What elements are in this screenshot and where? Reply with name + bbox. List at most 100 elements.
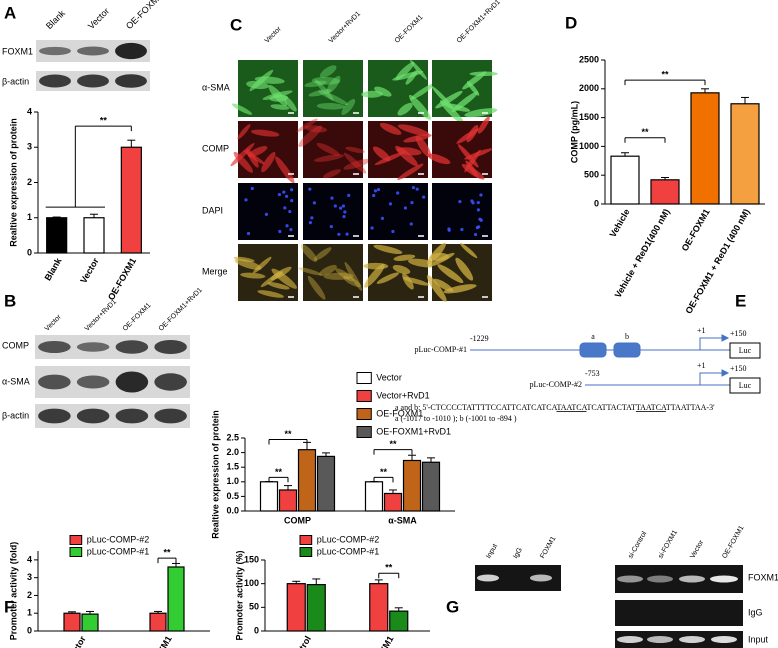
significance: **	[380, 467, 388, 477]
legend-label: Vector	[376, 372, 402, 382]
lane-label: Vector	[689, 539, 705, 560]
blot-band	[77, 46, 109, 56]
lane-label: Vector	[44, 313, 63, 332]
lane-label: Vector	[86, 6, 111, 31]
legend-label: OE-FOXM1	[376, 408, 423, 418]
cell	[246, 80, 269, 90]
binding-site	[579, 342, 607, 358]
gel-band	[679, 575, 705, 583]
cell	[376, 272, 400, 284]
cell	[267, 282, 290, 290]
column-label: OE-FOXM1+RvD1	[456, 0, 502, 45]
x-tick-label: si-FOXM1	[366, 634, 395, 648]
nucleus	[376, 187, 381, 192]
micrograph	[303, 183, 363, 240]
y-tick-label: 150	[244, 554, 259, 564]
cell	[469, 71, 498, 77]
nucleus	[250, 186, 254, 191]
cell	[393, 254, 416, 261]
lane-label: FOXM1	[539, 535, 557, 559]
y-tick-label: 3	[27, 572, 32, 582]
cell	[257, 290, 284, 298]
nucleus	[478, 217, 482, 221]
lane-label: Blank	[44, 8, 67, 31]
y-tick-label: 0.0	[226, 505, 239, 515]
cell	[246, 148, 259, 168]
cell	[311, 76, 341, 85]
x-tick-label: Vector	[78, 256, 101, 285]
cell	[326, 75, 341, 94]
cell	[364, 263, 385, 288]
cell	[230, 143, 255, 167]
gel-band	[617, 636, 643, 643]
blot-band	[115, 74, 147, 88]
tss-label: +1	[697, 326, 706, 335]
end-label: +150	[730, 364, 747, 373]
sequence-note: a and b: 5'-CTCCCCTATTTTCCATTCATCATCATAA…	[395, 403, 715, 412]
nucleus	[285, 194, 289, 198]
blot-row-label: COMP	[2, 340, 29, 350]
y-tick-label: 0.5	[226, 491, 239, 501]
legend-label: pLuc-COMP-#1	[87, 546, 150, 556]
bar	[46, 217, 68, 254]
significance: **	[385, 563, 393, 573]
legend-label: pLuc-COMP-#1	[317, 546, 380, 556]
nucleus	[415, 187, 419, 191]
nucleus	[342, 214, 346, 219]
cell	[397, 102, 413, 116]
legend-swatch	[356, 408, 372, 420]
panel-label: G	[446, 597, 459, 616]
row-label: α-SMA	[202, 82, 230, 92]
binding-site	[613, 342, 641, 358]
bar	[421, 461, 441, 512]
legend-swatch	[356, 390, 372, 402]
legend-swatch	[356, 372, 372, 384]
y-axis-label: Realtive expression of protein	[210, 410, 220, 539]
cell	[234, 258, 262, 270]
x-tick-label: Vector	[65, 634, 88, 648]
nucleus	[339, 206, 343, 210]
bar	[369, 583, 389, 632]
cell	[343, 276, 361, 288]
blot-band	[115, 408, 149, 424]
nucleus	[337, 232, 341, 236]
x-tick-label: si-Control	[283, 634, 313, 648]
blot-band	[39, 46, 71, 56]
blot-band	[115, 42, 147, 60]
blot-row-label: FOXM1	[2, 46, 33, 56]
bar	[364, 481, 384, 512]
reporter-label: Luc	[739, 381, 752, 390]
row-label: COMP	[202, 143, 229, 153]
nucleus	[388, 202, 393, 206]
significance: **	[284, 429, 292, 439]
lane-label: Vector+RvD1	[84, 298, 118, 332]
y-tick-label: 1000	[579, 141, 599, 151]
significance: **	[389, 439, 397, 449]
arrow-head	[721, 334, 730, 342]
bar	[730, 103, 760, 205]
cell	[283, 95, 297, 112]
column-label: Vector	[264, 25, 283, 44]
blot-band	[76, 342, 110, 352]
nucleus	[380, 216, 385, 220]
column-label: OE-FOXM1	[394, 14, 425, 45]
x-tick-label: OE-FOXM1	[142, 634, 174, 648]
bar	[278, 489, 298, 512]
promoter-diagram	[470, 334, 730, 386]
blot-band	[76, 408, 110, 424]
gel	[615, 600, 743, 626]
cell	[298, 125, 323, 147]
panel-label: E	[735, 291, 746, 310]
nucleus	[310, 216, 314, 220]
cell	[307, 275, 326, 300]
nucleus	[409, 222, 413, 226]
bar	[286, 583, 306, 632]
nucleus	[391, 229, 395, 234]
x-tick-label: OE-FOXM1	[106, 256, 138, 302]
nucleus	[411, 185, 416, 190]
x-tick-label: COMP	[284, 515, 311, 525]
sequence-part: TTAATTAA-3'	[666, 403, 715, 412]
y-tick-label: 4	[27, 106, 32, 116]
cell	[427, 153, 451, 165]
bar	[690, 92, 720, 205]
